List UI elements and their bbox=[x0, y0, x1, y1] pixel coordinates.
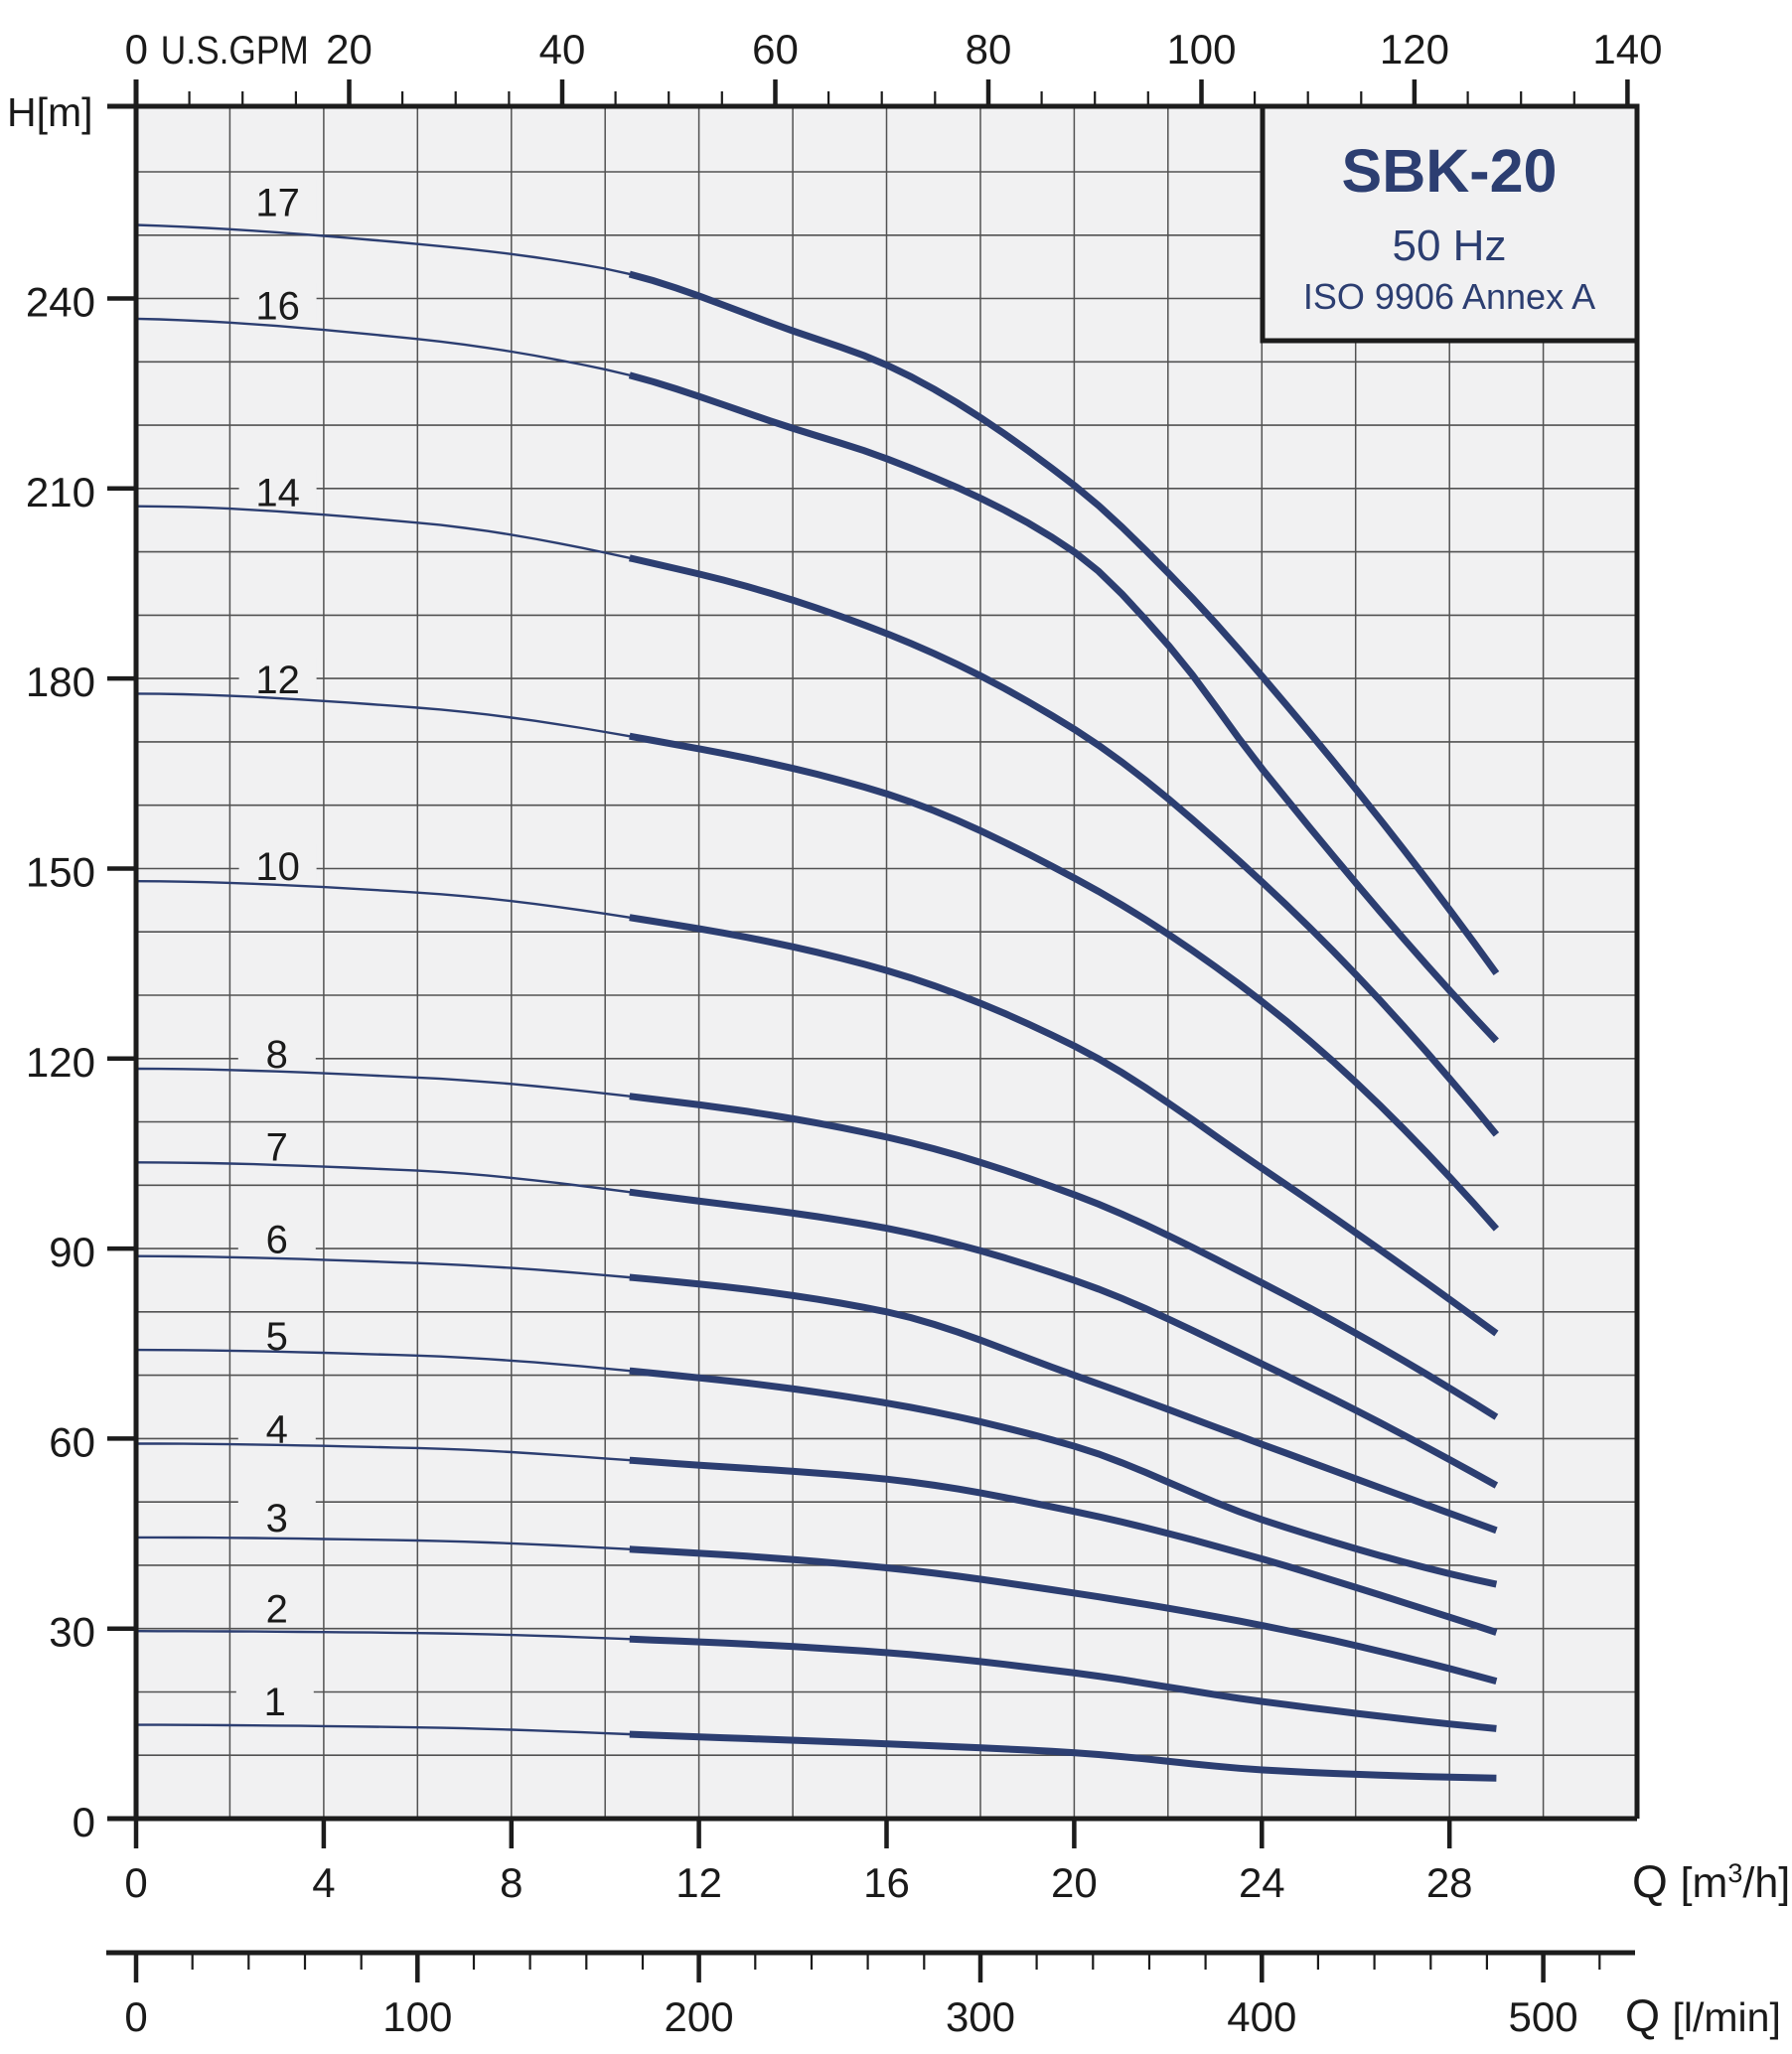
svg-text:90: 90 bbox=[49, 1229, 95, 1275]
svg-text:Q [l/min]: Q [l/min] bbox=[1625, 1990, 1781, 2041]
svg-text:ISO 9906 Annex A: ISO 9906 Annex A bbox=[1303, 276, 1595, 317]
svg-text:4: 4 bbox=[266, 1408, 288, 1452]
svg-text:12: 12 bbox=[255, 659, 300, 702]
svg-text:7: 7 bbox=[266, 1126, 288, 1170]
svg-text:16: 16 bbox=[863, 1859, 910, 1906]
svg-text:12: 12 bbox=[675, 1859, 722, 1906]
svg-text:Q [m3/h]: Q [m3/h] bbox=[1632, 1855, 1790, 1907]
svg-text:140: 140 bbox=[1592, 26, 1662, 73]
svg-text:3: 3 bbox=[266, 1497, 288, 1540]
svg-text:14: 14 bbox=[255, 472, 300, 515]
svg-text:6: 6 bbox=[266, 1219, 288, 1262]
svg-text:40: 40 bbox=[539, 26, 586, 73]
svg-text:20: 20 bbox=[326, 26, 373, 73]
svg-text:24: 24 bbox=[1239, 1859, 1285, 1906]
svg-text:150: 150 bbox=[26, 849, 95, 896]
svg-text:30: 30 bbox=[49, 1609, 95, 1656]
svg-text:240: 240 bbox=[26, 279, 95, 326]
svg-text:8: 8 bbox=[266, 1033, 288, 1077]
svg-text:80: 80 bbox=[966, 26, 1012, 73]
svg-text:0: 0 bbox=[73, 1799, 95, 1845]
svg-text:10: 10 bbox=[255, 845, 300, 889]
svg-text:1: 1 bbox=[264, 1681, 286, 1724]
svg-text:400: 400 bbox=[1227, 1993, 1296, 2040]
svg-text:U.S.GPM: U.S.GPM bbox=[161, 29, 309, 73]
svg-text:100: 100 bbox=[382, 1993, 452, 2040]
svg-text:0: 0 bbox=[124, 1993, 147, 2040]
svg-text:100: 100 bbox=[1166, 26, 1236, 73]
svg-text:180: 180 bbox=[26, 659, 95, 705]
svg-text:120: 120 bbox=[1380, 26, 1449, 73]
svg-text:120: 120 bbox=[26, 1039, 95, 1086]
svg-text:0: 0 bbox=[125, 26, 148, 73]
svg-text:50 Hz: 50 Hz bbox=[1393, 221, 1507, 270]
svg-text:60: 60 bbox=[752, 26, 799, 73]
svg-text:8: 8 bbox=[500, 1859, 523, 1906]
svg-text:20: 20 bbox=[1051, 1859, 1098, 1906]
svg-text:SBK-20: SBK-20 bbox=[1342, 137, 1558, 205]
svg-text:2: 2 bbox=[266, 1588, 288, 1632]
svg-text:210: 210 bbox=[26, 469, 95, 515]
svg-text:200: 200 bbox=[665, 1993, 734, 2040]
svg-text:16: 16 bbox=[255, 285, 300, 329]
svg-text:4: 4 bbox=[312, 1859, 335, 1906]
svg-text:0: 0 bbox=[124, 1859, 147, 1906]
svg-text:5: 5 bbox=[266, 1315, 288, 1359]
svg-text:H[m]: H[m] bbox=[7, 89, 93, 135]
svg-text:17: 17 bbox=[255, 182, 300, 225]
svg-text:60: 60 bbox=[49, 1418, 95, 1465]
svg-text:300: 300 bbox=[946, 1993, 1015, 2040]
svg-text:28: 28 bbox=[1426, 1859, 1473, 1906]
svg-text:500: 500 bbox=[1509, 1993, 1578, 2040]
